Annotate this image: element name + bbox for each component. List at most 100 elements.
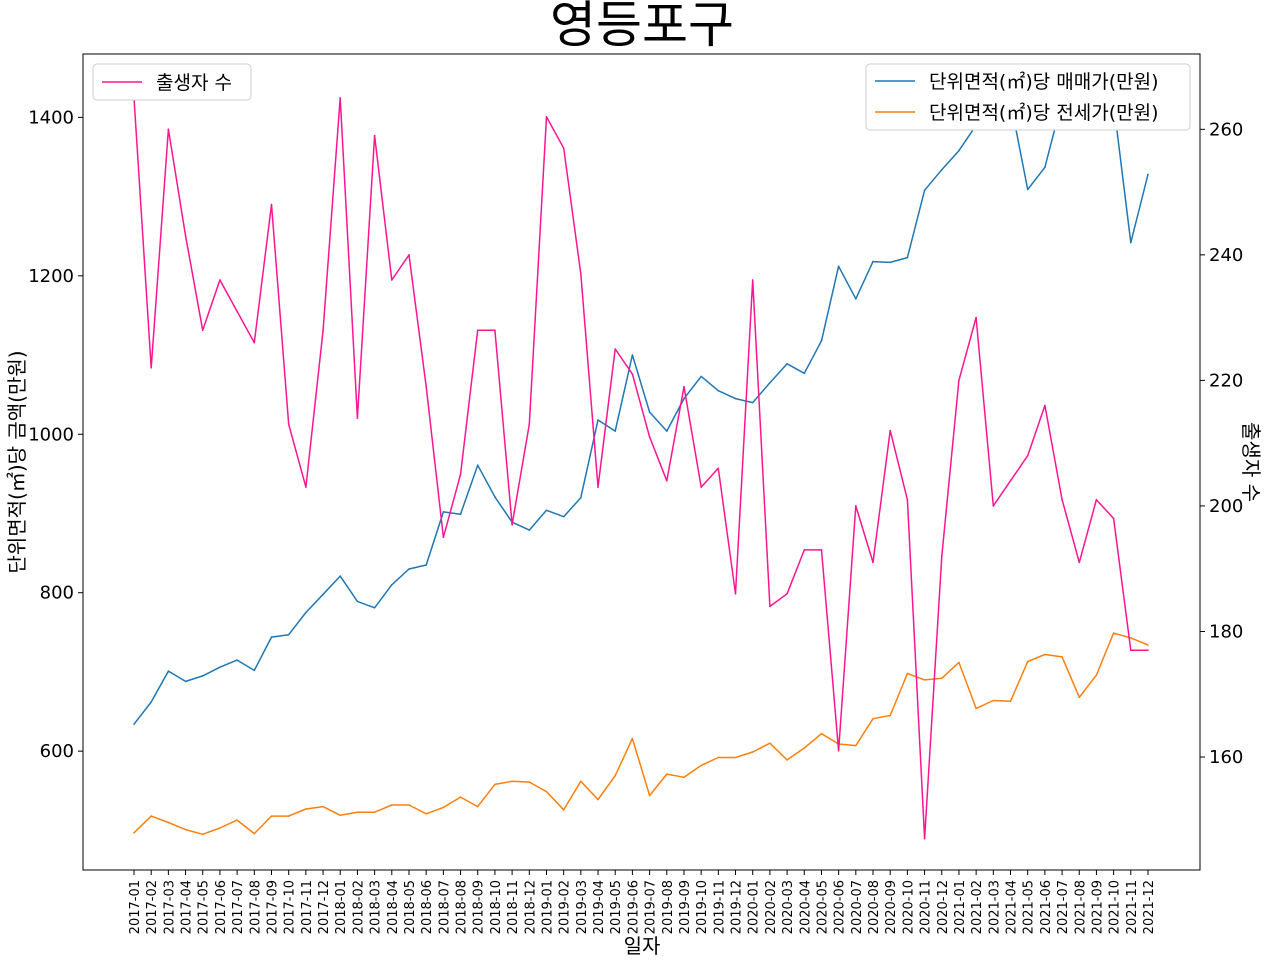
data-point-s0-8 (270, 636, 273, 638)
data-point-s2-51 (1009, 480, 1012, 482)
data-point-s1-8 (270, 815, 273, 817)
y-left-tick-label: 600 (40, 741, 74, 762)
data-point-s2-6 (236, 310, 238, 313)
data-point-s0-52 (1026, 188, 1029, 191)
data-point-s1-16 (408, 804, 410, 806)
data-point-s2-7 (253, 341, 256, 344)
data-point-s1-24 (545, 790, 548, 793)
data-point-s2-55 (1078, 561, 1081, 564)
data-point-s1-47 (941, 677, 943, 680)
data-point-s1-58 (1130, 637, 1132, 639)
data-point-s0-48 (958, 149, 960, 152)
data-point-s2-24 (545, 116, 548, 118)
x-tick-label: 2020-08 (867, 880, 882, 934)
data-point-s1-29 (631, 737, 634, 740)
data-point-s2-48 (958, 379, 960, 382)
series-line-2 (133, 97, 1148, 840)
data-point-s0-20 (476, 464, 479, 467)
data-point-s0-12 (339, 575, 342, 577)
data-point-s1-44 (889, 714, 891, 717)
data-point-s2-36 (751, 279, 754, 281)
data-point-s0-31 (666, 430, 668, 432)
x-tick-label: 2020-06 (833, 880, 848, 934)
y-axis-left-label: 단위면적(㎡)당 금액(만원) (5, 350, 29, 573)
x-tick-label: 2018-12 (523, 880, 538, 934)
x-tick-label: 2018-04 (386, 880, 401, 934)
x-tick-label: 2017-10 (283, 880, 298, 934)
data-point-s1-3 (184, 828, 187, 831)
data-point-s1-56 (1095, 674, 1098, 676)
x-tick-label: 2019-01 (540, 880, 555, 934)
x-tick-label: 2017-08 (248, 880, 263, 934)
x-tick-label: 2018-01 (334, 880, 349, 934)
y-left-tick-label: 1400 (28, 107, 74, 128)
data-point-s1-57 (1112, 632, 1115, 634)
data-point-s1-22 (511, 780, 513, 783)
data-point-s2-10 (305, 486, 307, 488)
data-point-s0-2 (167, 670, 170, 672)
data-point-s2-4 (201, 329, 204, 332)
data-point-s1-54 (1061, 656, 1063, 658)
data-point-s2-19 (459, 473, 462, 476)
x-tick-label: 2021-11 (1125, 880, 1140, 934)
data-point-s0-25 (562, 515, 565, 518)
data-point-s1-5 (219, 827, 221, 829)
data-point-s2-2 (167, 128, 170, 131)
data-point-s1-55 (1078, 696, 1081, 699)
data-point-s2-56 (1095, 498, 1098, 501)
x-tick-label: 2020-11 (919, 880, 934, 934)
x-tick-label: 2019-06 (626, 880, 641, 934)
data-point-s2-5 (219, 279, 221, 281)
data-point-s2-12 (339, 97, 342, 99)
data-point-s0-17 (425, 564, 428, 566)
x-tick-label: 2017-03 (162, 880, 177, 934)
legend-left-label: 출생자 수 (156, 72, 232, 94)
data-point-s0-26 (580, 496, 582, 499)
data-point-s1-25 (562, 809, 565, 811)
data-point-s1-59 (1147, 644, 1149, 646)
data-point-s1-19 (459, 796, 462, 798)
x-tick-label: 2020-03 (781, 880, 796, 934)
data-point-s1-42 (855, 744, 857, 747)
data-point-s1-20 (476, 805, 479, 808)
data-point-s0-24 (545, 509, 548, 512)
series-line-1 (133, 632, 1149, 836)
data-point-s2-50 (992, 505, 995, 507)
data-point-s2-17 (425, 385, 428, 388)
x-tick-label: 2019-12 (730, 880, 745, 934)
data-point-s2-1 (150, 367, 152, 369)
data-point-s1-13 (356, 811, 359, 813)
data-point-s1-28 (614, 774, 616, 777)
data-point-s2-39 (803, 549, 806, 551)
y-right-tick-label: 160 (1209, 747, 1243, 768)
data-point-s1-45 (906, 672, 909, 675)
data-point-s1-37 (769, 742, 771, 744)
x-tick-label: 2020-07 (850, 880, 865, 934)
x-tick-label: 2018-07 (437, 880, 452, 934)
data-point-s1-51 (1009, 700, 1012, 703)
data-point-s0-39 (803, 372, 806, 375)
data-point-s2-49 (975, 316, 977, 319)
data-point-s1-38 (786, 759, 788, 761)
x-tick-label: 2018-05 (403, 880, 418, 934)
data-point-s2-33 (700, 486, 702, 488)
data-point-s0-45 (906, 256, 909, 259)
x-tick-label: 2018-08 (455, 880, 470, 934)
x-tick-label: 2018-09 (472, 880, 487, 934)
data-point-s0-37 (769, 382, 771, 384)
data-point-s0-36 (751, 401, 754, 404)
x-tick-label: 2019-04 (592, 880, 607, 934)
data-point-s1-18 (442, 806, 445, 809)
x-tick-label: 2019-03 (575, 880, 590, 934)
x-tick-label: 2020-02 (764, 880, 779, 934)
data-point-s0-42 (855, 298, 857, 300)
x-tick-label: 2019-05 (609, 880, 624, 934)
data-point-s2-16 (408, 254, 410, 256)
data-point-s0-33 (700, 375, 702, 378)
x-tick-label: 2021-12 (1142, 880, 1157, 934)
data-point-s0-18 (442, 511, 445, 513)
data-point-s2-53 (1044, 404, 1046, 407)
data-point-s2-54 (1061, 498, 1063, 501)
plot-area (82, 53, 1201, 871)
data-point-s2-9 (287, 423, 290, 426)
